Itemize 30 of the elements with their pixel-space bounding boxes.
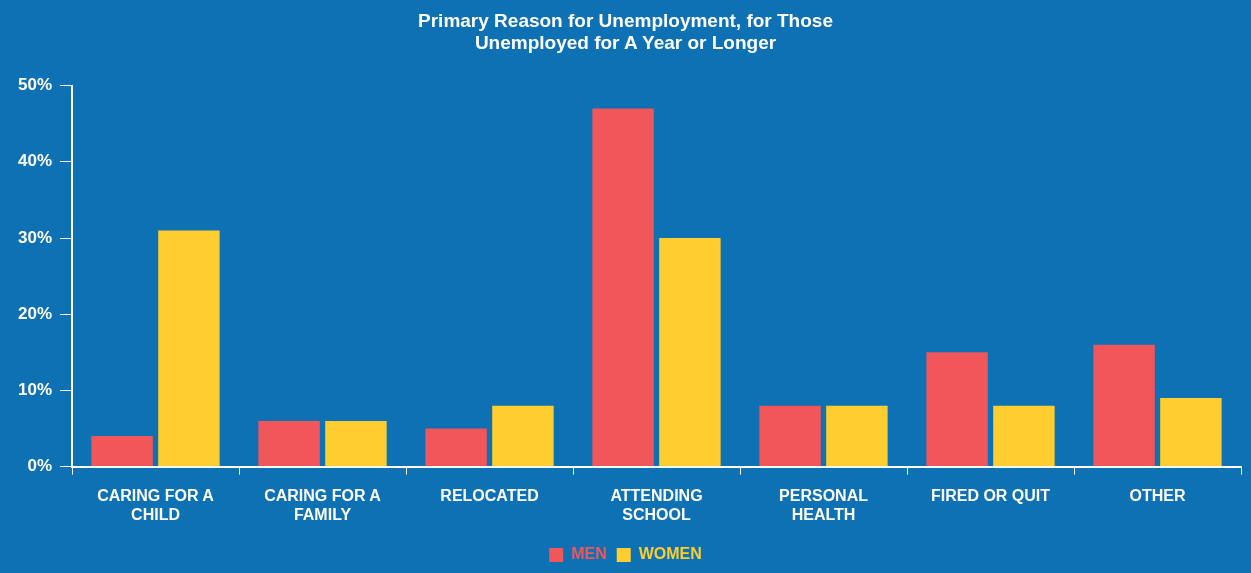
x-tick-label: PERSONAL HEALTH	[779, 486, 869, 523]
bar	[91, 436, 153, 467]
x-tick-label: CARING FOR A CHILD	[97, 486, 215, 523]
bar	[258, 420, 320, 467]
legend-label: WOMEN	[638, 545, 702, 563]
bar	[325, 420, 387, 467]
y-tick-label: 30%	[17, 227, 53, 247]
y-tick-label: 20%	[17, 303, 53, 323]
legend-label: MEN	[571, 545, 607, 563]
chart-title: Primary Reason for Unemployment, for Those Unemployed for A Year or Longer	[418, 9, 833, 54]
bar	[425, 428, 487, 467]
y-tick-label: 10%	[17, 380, 53, 400]
x-tick-label: ATTENDING SCHOOL	[610, 486, 703, 523]
bar	[659, 238, 721, 467]
bar	[158, 230, 220, 467]
x-tick-label: OTHER	[1129, 486, 1186, 504]
y-tick-label: 50%	[17, 75, 53, 95]
x-tick-label: CARING FOR A FAMILY	[264, 486, 382, 523]
y-tick-label: 40%	[17, 151, 53, 171]
bar	[926, 352, 988, 467]
bar	[826, 405, 888, 467]
bar	[592, 108, 654, 467]
bar	[1160, 398, 1222, 467]
x-tick-label: RELOCATED	[440, 486, 539, 504]
bar	[759, 405, 821, 467]
x-tick-label: FIRED OR QUIT	[930, 486, 1051, 504]
y-tick-label: 0%	[27, 456, 53, 476]
bar	[492, 405, 554, 467]
bar	[993, 405, 1055, 467]
bar	[1093, 344, 1155, 467]
